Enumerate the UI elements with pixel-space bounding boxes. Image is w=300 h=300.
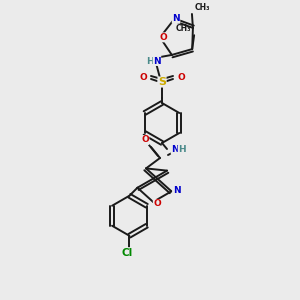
Text: O: O — [153, 200, 161, 208]
Text: S: S — [158, 77, 166, 87]
Text: O: O — [159, 33, 167, 42]
Text: N: N — [172, 14, 180, 23]
Text: CH₃: CH₃ — [195, 3, 210, 12]
Text: H: H — [178, 146, 186, 154]
Text: N: N — [172, 186, 180, 195]
Text: CH₃: CH₃ — [176, 24, 191, 33]
Text: O: O — [177, 74, 185, 82]
Text: Cl: Cl — [122, 248, 133, 258]
Text: O: O — [139, 74, 147, 82]
Text: N: N — [153, 56, 161, 65]
Text: O: O — [141, 136, 149, 145]
Text: N: N — [171, 146, 179, 154]
Text: H: H — [146, 56, 154, 65]
